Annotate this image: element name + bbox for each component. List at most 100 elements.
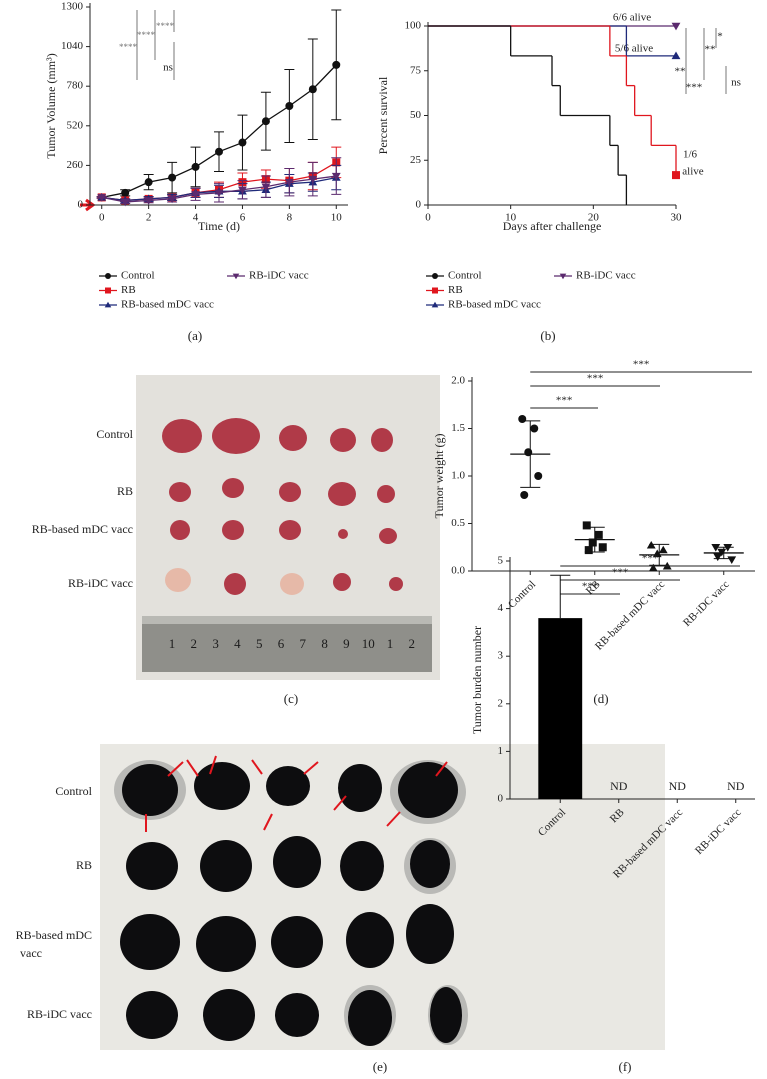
marker — [584, 546, 593, 555]
annotation: *** — [582, 581, 599, 593]
x-tick-label: 0 — [99, 212, 105, 224]
marker — [144, 197, 154, 205]
marker — [191, 191, 200, 199]
annotation: *** — [587, 373, 604, 385]
x-axis-label: Time (d) — [198, 219, 240, 233]
row-label: RB — [117, 484, 133, 498]
marker — [727, 556, 737, 564]
ruler-label: 7 — [300, 636, 307, 651]
ruler-label: 2 — [191, 636, 198, 651]
bar — [538, 618, 583, 799]
marker — [238, 138, 247, 147]
marker — [671, 22, 681, 31]
panel-label: (e) — [373, 1059, 387, 1074]
y-tick-label: 0.5 — [451, 517, 465, 529]
annotation: *** — [686, 82, 703, 94]
panel-label: (f) — [619, 1059, 632, 1074]
y-axis-label: Tumor Volume (mm³) — [44, 53, 58, 158]
sd-bar — [649, 543, 670, 566]
legend-marker — [432, 273, 438, 279]
marker — [658, 545, 668, 554]
marker — [144, 178, 153, 187]
row-label: Control — [96, 427, 133, 441]
legend-label: RB-iDC vacc — [576, 270, 636, 282]
legend-label: RB — [121, 284, 136, 296]
x-tick-label: Control — [506, 578, 538, 610]
row-label: RB — [76, 858, 92, 872]
x-tick-label: 0 — [425, 212, 431, 224]
row-label: RB-based mDC — [16, 928, 92, 942]
y-tick-label: 1 — [498, 745, 504, 757]
row-label: vacc — [20, 946, 42, 960]
ruler-label: 6 — [278, 636, 285, 651]
y-tick-label: 2.0 — [451, 375, 465, 387]
x-tick-label: 10 — [331, 212, 343, 224]
y-tick-label: 780 — [67, 80, 84, 92]
y-tick-label: 0 — [78, 199, 84, 211]
value-label: ND — [669, 779, 687, 793]
panel-label: (c) — [284, 691, 298, 706]
marker — [215, 147, 223, 156]
legend-label: RB-based mDC vacc — [448, 299, 541, 311]
error-bar — [550, 574, 571, 619]
sd-bar — [584, 526, 605, 553]
legend-marker — [104, 301, 112, 308]
marker — [261, 117, 270, 126]
marker — [582, 521, 591, 530]
marker — [530, 424, 539, 433]
annotation: ns — [731, 77, 741, 89]
marker — [238, 186, 247, 195]
marker — [120, 198, 130, 207]
marker — [261, 183, 271, 192]
marker — [520, 491, 529, 499]
marker — [167, 195, 177, 204]
value-label: ND — [727, 779, 745, 793]
x-tick-label: 8 — [287, 212, 293, 224]
y-tick-label: 75 — [410, 64, 422, 76]
y-tick-label: 0 — [416, 199, 422, 211]
marker — [672, 171, 680, 180]
y-tick-label: 0 — [498, 793, 504, 805]
annotation: 6/6 alive — [613, 12, 651, 24]
ruler-label: 3 — [212, 636, 219, 651]
marker — [97, 194, 107, 202]
marker — [588, 538, 597, 547]
x-tick-label: 2 — [146, 212, 152, 224]
marker — [518, 415, 527, 423]
marker — [331, 172, 341, 181]
panel-label: (a) — [188, 328, 202, 343]
annotation: * — [717, 31, 723, 43]
y-axis-label: Percent survival — [376, 76, 390, 154]
legend-marker — [559, 273, 567, 280]
annotation: **** — [156, 21, 175, 31]
legend-marker — [105, 287, 111, 294]
annotation: ns — [163, 62, 173, 74]
x-tick-label: 30 — [671, 212, 683, 224]
series-line — [101, 64, 337, 199]
y-tick-label: 1.0 — [451, 470, 465, 482]
row-label: Control — [55, 784, 92, 798]
y-tick-label: 5 — [498, 555, 504, 567]
significance-lines — [136, 10, 727, 94]
sd-bar — [520, 420, 541, 488]
legend-marker — [431, 301, 439, 308]
marker — [711, 544, 721, 552]
sd-bar — [713, 546, 734, 560]
y-tick-label: 3 — [498, 650, 504, 662]
x-tick-label: RB-based mDC vacc — [593, 578, 667, 652]
annotation: *** — [633, 359, 650, 371]
marker — [191, 162, 200, 171]
marker — [308, 85, 317, 94]
y-tick-label: 25 — [410, 154, 422, 166]
marker — [214, 189, 224, 198]
panel-label: (d) — [593, 691, 608, 706]
legend-label: RB — [448, 284, 463, 296]
marker — [671, 51, 681, 60]
marker — [713, 553, 723, 562]
annotation: **** — [119, 42, 138, 52]
legend-label: Control — [121, 270, 155, 282]
annotation: *** — [612, 567, 629, 579]
marker — [168, 173, 177, 182]
ruler-label: 2 — [409, 636, 416, 651]
